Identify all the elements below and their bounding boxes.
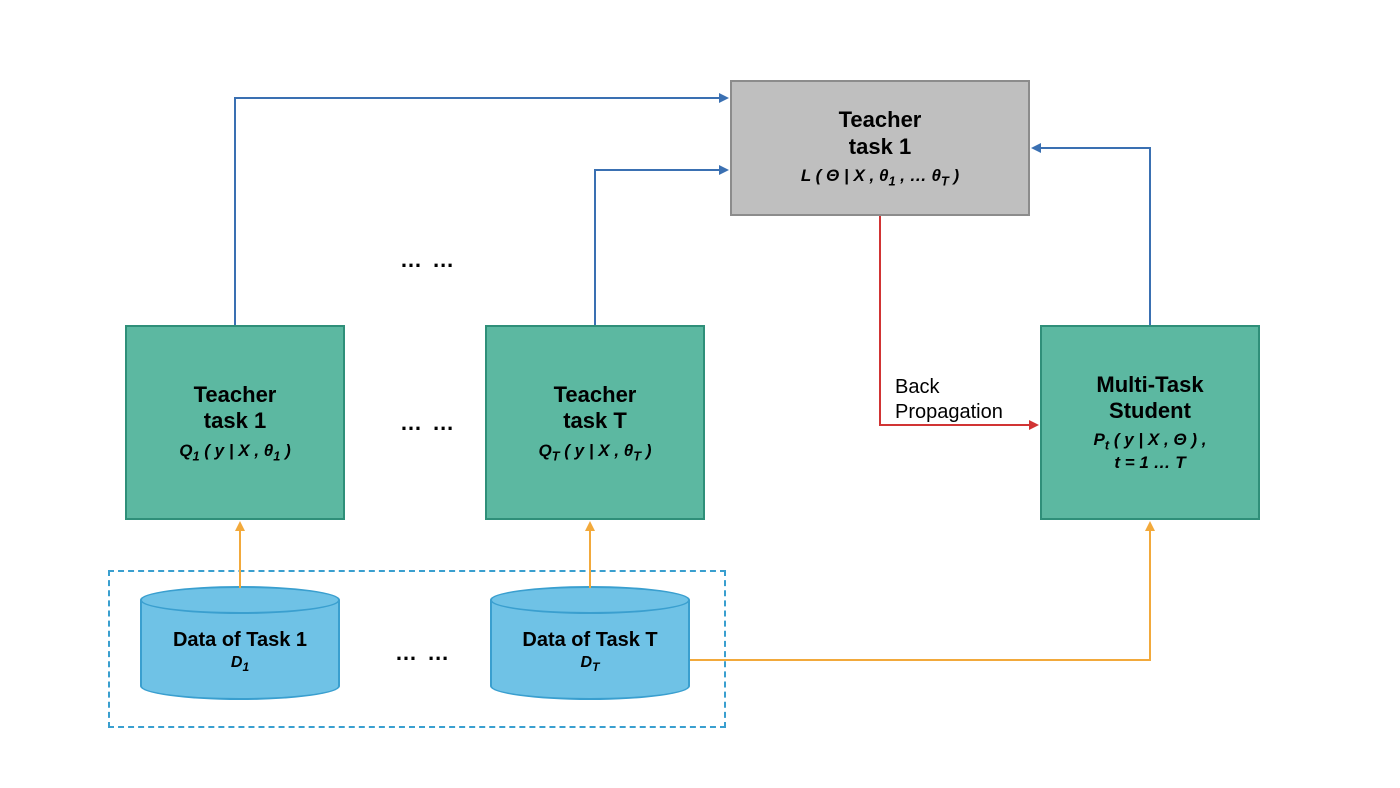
student-box: Multi-Task Student Pt ( y | X , Θ ) , t …	[1040, 325, 1260, 520]
teacher-task-t-box: Teacher task T QT ( y | X , θT )	[485, 325, 705, 520]
student-title-l2: Student	[1109, 398, 1191, 423]
dataT-label: Data of Task T	[522, 629, 657, 652]
teacher1-formula: Q1 ( y | X , θ1 )	[179, 441, 291, 464]
arrow-t1_to_loss	[235, 98, 727, 325]
teacherT-title: Teacher task T	[554, 382, 637, 435]
data-task-t-cylinder: Data of Task T DT	[490, 600, 690, 700]
student-formula-l1: Pt ( y | X , Θ ) ,	[1094, 430, 1207, 449]
arrow-data_to_student	[690, 523, 1150, 660]
arrow-tT_to_loss	[595, 170, 727, 325]
data-task-1-cylinder: Data of Task 1 D1	[140, 600, 340, 700]
backprop-l2: Propagation	[895, 401, 1003, 423]
teacherT-title-l1: Teacher	[554, 382, 637, 407]
backprop-annotation: Back Propagation	[895, 375, 1003, 425]
loss-formula: L ( Θ | X , θ1 , … θT )	[801, 166, 959, 189]
student-formula-l2: t = 1 … T	[1114, 453, 1185, 472]
teacher-task-1-box: Teacher task 1 Q1 ( y | X , θ1 )	[125, 325, 345, 520]
ellipsis-1: … …	[400, 247, 456, 273]
teacher1-title-l2: task 1	[204, 408, 266, 433]
ellipsis-3: … …	[395, 640, 451, 666]
teacher1-title-l1: Teacher	[194, 382, 277, 407]
loss-title-l2: task 1	[849, 134, 911, 159]
teacherT-formula: QT ( y | X , θT )	[539, 441, 652, 464]
cylinder-top-icon	[490, 586, 690, 614]
dataT-sub: DT	[581, 654, 600, 674]
loss-title-l1: Teacher	[839, 107, 922, 132]
student-formula: Pt ( y | X , Θ ) , t = 1 … T	[1094, 430, 1207, 473]
student-title: Multi-Task Student	[1096, 372, 1203, 425]
data1-sub: D1	[231, 654, 249, 674]
teacherT-title-l2: task T	[563, 408, 627, 433]
arrow-student_to_loss	[1033, 148, 1150, 325]
backprop-l1: Back	[895, 376, 939, 398]
teacher1-title: Teacher task 1	[194, 382, 277, 435]
loss-box-title: Teacher task 1	[839, 107, 922, 160]
cylinder-top-icon	[140, 586, 340, 614]
data1-label: Data of Task 1	[173, 629, 307, 652]
loss-box: Teacher task 1 L ( Θ | X , θ1 , … θT )	[730, 80, 1030, 216]
student-title-l1: Multi-Task	[1096, 372, 1203, 397]
diagram-canvas: Teacher task 1 L ( Θ | X , θ1 , … θT ) T…	[0, 0, 1400, 788]
ellipsis-2: … …	[400, 410, 456, 436]
